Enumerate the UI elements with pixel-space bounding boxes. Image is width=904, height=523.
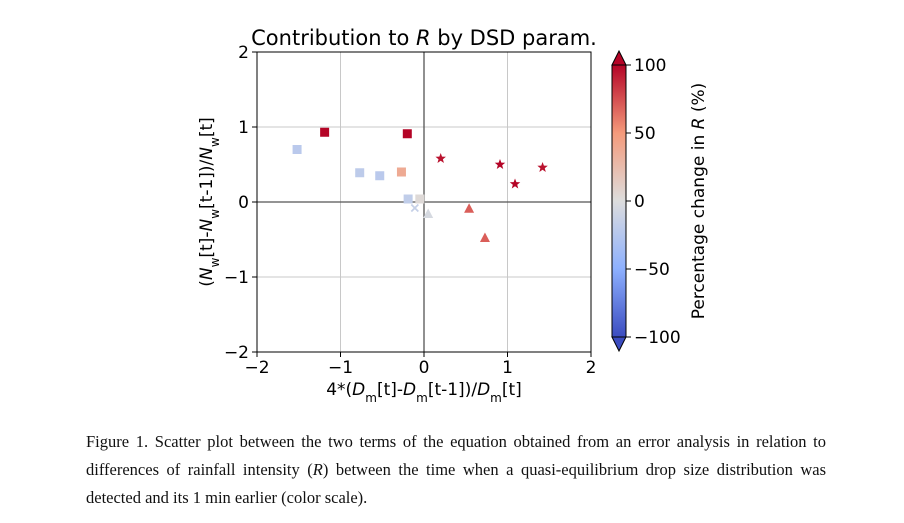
label-segment: D <box>403 380 416 400</box>
data-point-x <box>410 203 419 213</box>
chart-title: Contribution to R by DSD param. <box>251 26 597 50</box>
data-point-square <box>402 129 412 139</box>
label-segment: [t]- <box>197 232 217 258</box>
data-point-square <box>415 194 425 204</box>
x-tick-label: −1 <box>328 358 353 378</box>
x-tick-label: 1 <box>502 358 513 378</box>
label-segment: [t]- <box>377 380 403 400</box>
caption-text-1: Figure 1. Scatter plot between the two t… <box>86 432 826 479</box>
x-tick-label: 2 <box>586 358 597 378</box>
colorbar-label-segment: (%) <box>689 83 709 118</box>
data-points <box>292 127 548 242</box>
axis-ticks: −2 −1 0 1 2 −2 −1 0 1 2 <box>224 43 596 378</box>
colorbar-gradient <box>612 65 626 337</box>
data-point-square <box>320 127 330 137</box>
x-tick-label: −2 <box>244 358 269 378</box>
title-segment: Contribution to <box>251 26 416 50</box>
y-tick-label: −1 <box>224 268 249 288</box>
label-segment: D <box>477 380 490 400</box>
label-segment: w <box>208 257 222 267</box>
data-point-triangle <box>464 203 475 213</box>
data-point-square <box>375 171 385 181</box>
data-point-square <box>396 167 406 177</box>
label-segment: w <box>208 209 222 219</box>
label-segment: [t] <box>197 117 217 137</box>
x-tick-label: 0 <box>419 358 430 378</box>
label-segment: 4*( <box>326 380 352 400</box>
colorbar-label-segment: Percentage change in <box>689 129 709 319</box>
data-point-square <box>292 145 302 154</box>
y-tick-label: 0 <box>238 193 249 213</box>
label-segment: ( <box>197 280 217 287</box>
data-point-star <box>435 153 446 163</box>
data-point-star <box>537 162 548 172</box>
label-segment: [t] <box>502 380 522 400</box>
label-segment: m <box>365 391 377 405</box>
label-segment: w <box>208 137 222 147</box>
data-point-star <box>509 178 521 189</box>
label-segment: [t-1])/ <box>197 159 217 209</box>
label-segment: N <box>197 267 217 280</box>
y-tick-label: 1 <box>238 118 249 138</box>
y-tick-label: 2 <box>238 43 249 63</box>
colorbar-extend-top <box>611 49 627 66</box>
colorbar-label: Percentage change in R (%) <box>689 83 709 320</box>
label-segment: m <box>490 391 502 405</box>
label-segment: D <box>352 380 365 400</box>
title-segment: R <box>416 26 431 50</box>
figure-caption: Figure 1. Scatter plot between the two t… <box>86 428 826 512</box>
caption-italic-r: R <box>312 460 323 479</box>
data-point-square <box>403 194 413 204</box>
colorbar-label-segment: R <box>689 118 709 130</box>
y-axis-label: (Nw[t]-Nw[t-1])/Nw[t] <box>197 117 222 287</box>
x-axis-label: 4*(Dm[t]-Dm[t-1])/Dm[t] <box>326 380 522 405</box>
colorbar-extend-bottom <box>611 336 627 353</box>
label-segment: m <box>416 391 428 405</box>
title-segment: by DSD param. <box>431 26 597 50</box>
data-point-triangle <box>423 208 434 218</box>
colorbar-tick-label: −100 <box>634 328 681 348</box>
label-segment: N <box>197 219 217 232</box>
colorbar-tick-label: 0 <box>634 192 645 212</box>
colorbar: 100 50 0 −50 −100 Percentage change in R (%) <box>611 49 709 353</box>
data-point-triangle <box>479 232 490 242</box>
colorbar-tick-label: 50 <box>634 124 656 144</box>
data-point-square <box>355 168 365 178</box>
label-segment: [t-1])/ <box>428 380 478 400</box>
colorbar-tick-label: −50 <box>634 260 670 280</box>
caption-text-2: ) between the time when a quasi-equilibr… <box>86 460 826 507</box>
data-point-star <box>494 159 506 169</box>
label-segment: N <box>197 147 217 160</box>
y-tick-label: −2 <box>224 343 249 363</box>
colorbar-tick-label: 100 <box>634 56 666 76</box>
